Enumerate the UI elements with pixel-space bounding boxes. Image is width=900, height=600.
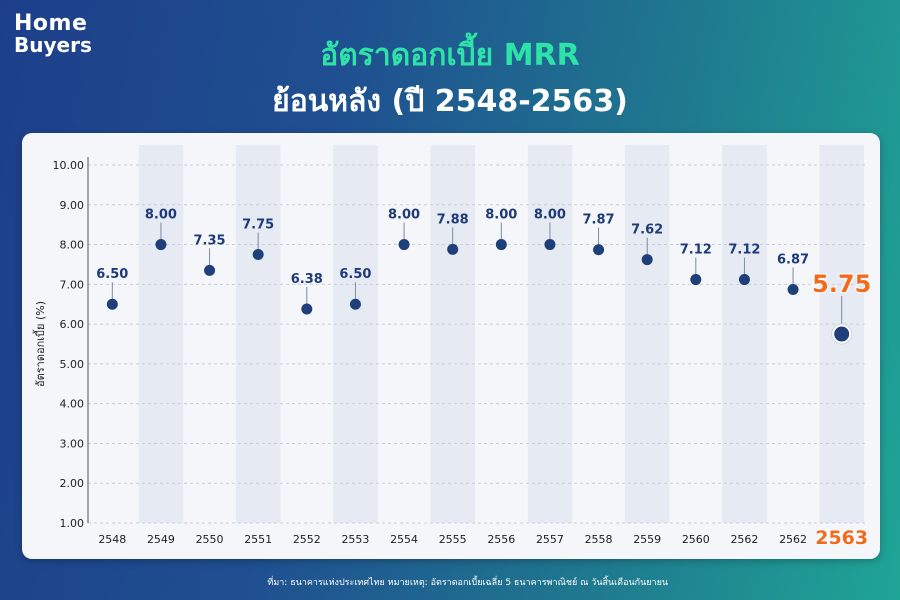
column-band (333, 145, 378, 523)
data-label: 8.00 (485, 208, 517, 223)
data-label: 6.38 (291, 272, 323, 287)
x-tick-label: 2560 (682, 533, 710, 546)
data-label: 7.87 (583, 213, 615, 228)
column-band (138, 145, 184, 523)
x-tick-label-highlight: 2563 (815, 527, 868, 549)
data-label: 7.12 (728, 243, 760, 258)
data-label: 7.88 (437, 212, 469, 227)
data-label: 7.35 (194, 233, 226, 248)
chart-panel: 1.00 2.00 3.00 4.00 5.00 6.00 7.00 8.00 9.00 10.0… (22, 133, 880, 559)
data-label: 7.75 (242, 218, 274, 233)
data-point (398, 239, 410, 251)
data-point (495, 239, 507, 251)
data-label: 8.00 (145, 208, 177, 223)
data-point (204, 264, 216, 276)
y-tick-label: 8.00 (60, 239, 85, 252)
x-tick-label: 2555 (439, 533, 467, 546)
y-tick-label: 9.00 (60, 199, 85, 212)
x-tick-label: 2562 (730, 533, 758, 546)
data-point-highlight (834, 326, 850, 342)
y-tick-label: 3.00 (60, 437, 85, 450)
data-point (593, 244, 605, 256)
chart-subtitle: ย้อนหลัง (ปี 2548-2563) (272, 84, 628, 119)
mrr-chart: 1.00 2.00 3.00 4.00 5.00 6.00 7.00 8.00 9.00 10.0… (32, 145, 872, 550)
data-label-highlight: 5.75 (812, 270, 871, 298)
chart-title: อัตราดอกเบี้ย MRR (320, 38, 580, 73)
data-label: 7.12 (680, 243, 712, 258)
column-band (624, 145, 670, 523)
data-point (690, 274, 702, 286)
x-tick-label: 2553 (341, 533, 369, 546)
y-tick-label: 7.00 (60, 278, 85, 291)
brand-logo: Home Buyers (14, 12, 92, 56)
x-tick-label: 2554 (390, 533, 418, 546)
data-point (252, 249, 264, 260)
column-band (430, 145, 475, 523)
column-band (722, 145, 767, 523)
brand-line2: Buyers (14, 33, 92, 58)
data-label: 6.50 (339, 267, 371, 282)
data-point (787, 284, 799, 296)
data-point (544, 239, 556, 251)
data-label: 8.00 (388, 208, 420, 223)
y-tick-label: 2.00 (60, 477, 85, 490)
data-point (106, 298, 118, 310)
x-tick-label: 2548 (98, 533, 126, 546)
data-label: 8.00 (534, 208, 566, 223)
data-point (641, 254, 653, 266)
column-band (235, 145, 281, 523)
x-tick-label: 2550 (196, 533, 224, 546)
x-tick-label: 2552 (293, 533, 321, 546)
data-label: 6.87 (777, 253, 809, 268)
x-tick-label: 2557 (536, 533, 564, 546)
data-point (301, 303, 313, 315)
data-point (447, 243, 459, 255)
y-tick-label: 10.00 (53, 159, 85, 172)
data-point (155, 239, 167, 251)
brand-line1: Home (14, 11, 88, 36)
x-tick-label: 2549 (147, 533, 175, 546)
footnote: ที่มา: ธนาคารแห่งประเทศไทย หมายเหตุ: อัต… (267, 578, 668, 588)
y-tick-label: 5.00 (60, 358, 85, 371)
y-tick-label: 4.00 (60, 398, 85, 411)
x-tick-label: 2559 (633, 533, 661, 546)
data-point (349, 298, 361, 310)
data-point (738, 274, 750, 286)
x-tick-label: 2551 (244, 533, 272, 546)
y-axis-label: อัตราดอกเบี้ย (%) (32, 301, 47, 387)
x-tick-label: 2562 (779, 533, 807, 546)
y-tick-label: 6.00 (60, 318, 85, 331)
x-tick-label: 2558 (585, 533, 613, 546)
column-band (527, 145, 573, 523)
y-tick-label: 1.00 (60, 517, 85, 530)
data-label: 7.62 (631, 223, 663, 238)
x-tick-label: 2556 (487, 533, 515, 546)
data-label: 6.50 (96, 267, 128, 282)
